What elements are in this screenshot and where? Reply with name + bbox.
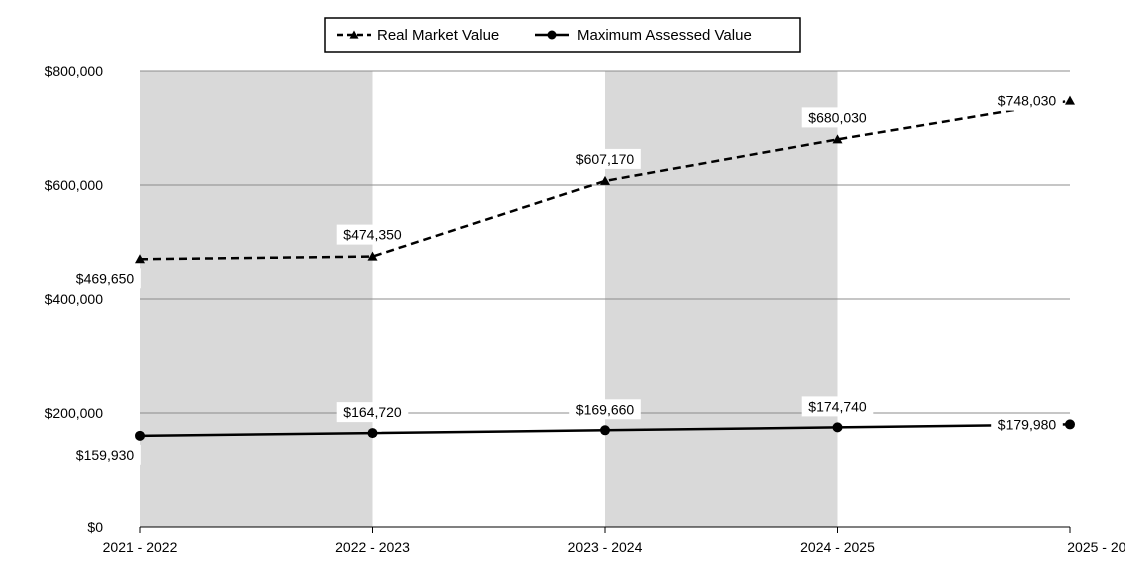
data-label: $748,030: [998, 93, 1057, 109]
data-label-bg: [569, 148, 641, 169]
data-label-bg: [336, 402, 409, 423]
data-label-bg: [336, 224, 409, 245]
data-label-bg: [69, 268, 141, 289]
data-label-bg: [801, 107, 874, 128]
data-label: $680,030: [808, 109, 867, 125]
data-label: $179,980: [998, 416, 1057, 432]
data-labels: $469,650 $474,350 $607,170 $680,030 $748,030…: [69, 90, 1063, 465]
data-label: $169,660: [576, 401, 635, 417]
y-tick-label: $200,000: [45, 405, 104, 421]
series-marker-circle: [135, 430, 145, 441]
legend: Real Market Value Maximum Assessed Value: [324, 17, 801, 53]
legend-label: Real Market Value: [377, 27, 499, 44]
series-marker-circle: [600, 425, 610, 436]
x-tick-label: 2021 - 2022: [103, 539, 178, 555]
x-tick-label: 2024 - 2025: [800, 539, 875, 555]
legend-label: Maximum Assessed Value: [577, 27, 752, 44]
y-tick-label: $600,000: [45, 177, 104, 193]
series-marker-triangle: [600, 175, 610, 185]
legend-marker-triangle: [349, 30, 359, 39]
data-label-bg: [69, 444, 141, 465]
data-label: $159,930: [76, 447, 135, 463]
series-layer: [135, 95, 1075, 441]
data-label-bg: [991, 414, 1063, 435]
series-marker-triangle: [367, 251, 378, 261]
data-label-bg: [991, 90, 1063, 111]
series-marker-triangle: [135, 254, 145, 264]
axes: $0 $200,000 $400,000 $600,000 $800,000 2021 -…: [45, 63, 1125, 555]
series-marker-triangle: [1065, 95, 1075, 105]
series-marker-circle: [1065, 419, 1075, 430]
data-label: $607,170: [576, 151, 635, 167]
y-tick-label: $0: [87, 519, 103, 535]
y-tick-label: $400,000: [45, 291, 104, 307]
x-tick-label: 2023 - 2024: [568, 539, 643, 555]
series-marker-circle: [832, 422, 843, 433]
series-marker-triangle: [832, 134, 843, 144]
data-label-bg: [569, 399, 641, 420]
x-tick-label: 2022 - 2023: [335, 539, 410, 555]
x-tick-label: 2025 - 2026: [1067, 539, 1125, 555]
data-label: $474,350: [343, 227, 402, 243]
series-marker-circle: [367, 428, 378, 439]
data-label: $164,720: [343, 404, 402, 420]
data-label: $174,740: [808, 398, 867, 414]
data-label: $469,650: [76, 270, 135, 286]
data-label-bg: [801, 396, 874, 417]
y-tick-label: $800,000: [45, 63, 104, 79]
legend-marker-circle: [547, 30, 557, 40]
